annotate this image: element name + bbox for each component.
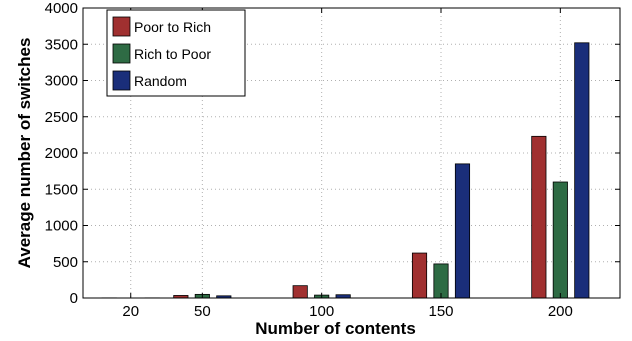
- x-tick-label: 100: [309, 303, 334, 320]
- x-axis-title: Number of contents: [255, 319, 416, 338]
- y-tick-label: 2000: [45, 145, 78, 162]
- legend-swatch: [112, 43, 131, 64]
- x-tick-label: 50: [194, 303, 211, 320]
- bar-poor-to-rich: [531, 135, 547, 299]
- legend-swatch: [112, 70, 131, 91]
- y-tick-label: 4000: [45, 0, 78, 17]
- x-tick-label: 150: [428, 303, 453, 320]
- bar-random: [574, 42, 590, 299]
- y-tick-label: 0: [70, 290, 78, 307]
- legend-label: Random: [134, 73, 187, 89]
- x-tick-label: 200: [548, 303, 573, 320]
- y-tick-label: 3500: [45, 36, 78, 53]
- y-tick-label: 1500: [45, 181, 78, 198]
- bar-poor-to-rich: [292, 285, 308, 299]
- y-tick-label: 3000: [45, 73, 78, 90]
- bar-poor-to-rich: [411, 252, 428, 299]
- legend-label: Rich to Poor: [134, 46, 211, 62]
- bar-rich-to-poor: [552, 181, 568, 299]
- bar-rich-to-poor: [433, 263, 449, 299]
- x-axis-ticks: 20 50 100 150 200: [122, 8, 573, 320]
- y-tick-label: 1000: [45, 218, 78, 235]
- y-tick-label: 2500: [45, 109, 78, 126]
- x-tick-label: 20: [122, 303, 139, 320]
- legend: Poor to Rich Rich to Poor Random: [106, 9, 246, 97]
- bar-random: [454, 163, 471, 299]
- y-axis-title: Average number of switches: [15, 38, 34, 269]
- y-tick-label: 500: [53, 254, 78, 271]
- legend-label: Poor to Rich: [134, 19, 211, 35]
- legend-swatch: [112, 16, 131, 37]
- y-axis-ticks: 0 500 1000 1500 2000 2500 3000 3500 4000: [45, 0, 620, 307]
